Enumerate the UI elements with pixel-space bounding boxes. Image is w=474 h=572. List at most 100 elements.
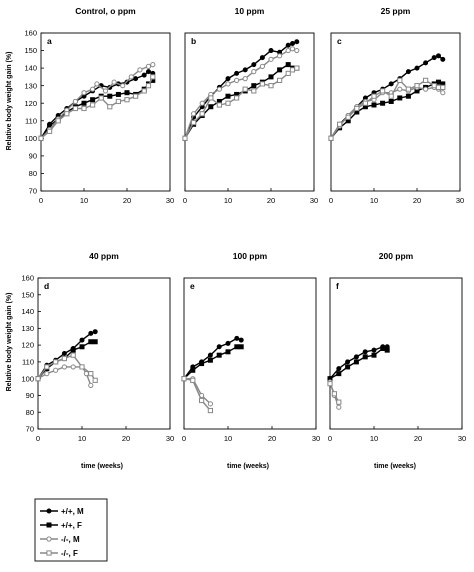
data-point [199, 361, 205, 367]
data-point [141, 72, 147, 78]
panel-b: 10 ppm b 0 10 20 30 [182, 6, 318, 205]
panel-letter-e: e [190, 281, 195, 291]
legend-marker [46, 536, 52, 542]
x-tick-label: 10 [224, 434, 232, 443]
data-point [336, 399, 342, 405]
data-point [238, 344, 244, 350]
data-point [90, 86, 96, 92]
data-point [268, 83, 274, 89]
data-point [98, 95, 104, 101]
data-point [242, 86, 248, 92]
data-point [94, 81, 100, 87]
panel-frame-e [183, 277, 317, 430]
data-point [35, 376, 41, 382]
data-point [72, 105, 79, 112]
panel-c: 25 ppm c 0 10 20 30 [328, 6, 464, 205]
x-tick-label: 10 [370, 196, 378, 205]
legend-entry: -/-, F [40, 549, 78, 558]
series-line [183, 346, 242, 380]
y-tick-label: 130 [21, 324, 34, 333]
data-point [115, 98, 122, 105]
data-point [38, 135, 44, 141]
data-point [55, 118, 61, 124]
data-point [207, 357, 213, 363]
data-point [44, 371, 50, 377]
data-point [64, 111, 70, 117]
panel-frame-f [329, 277, 463, 430]
panel-frame-b [184, 32, 315, 192]
data-point [289, 46, 296, 52]
data-point [150, 62, 156, 68]
panel-frame-c [330, 32, 461, 192]
data-point [88, 371, 94, 377]
series-line [330, 86, 444, 139]
x-tick-label: 20 [122, 434, 130, 443]
data-point [397, 86, 403, 92]
data-point [92, 339, 98, 345]
data-point [353, 359, 359, 365]
data-point [238, 337, 244, 343]
panel-letter-d: d [44, 281, 49, 291]
data-point [234, 344, 240, 350]
panel-title-d: 40 ppm [89, 251, 119, 261]
data-point [44, 364, 50, 370]
x-tick-label: 30 [166, 434, 174, 443]
panel-title-f: 200 ppm [379, 251, 414, 261]
series-line [184, 378, 211, 405]
x-tick-label: 10 [80, 196, 88, 205]
data-point [181, 376, 187, 382]
data-point [199, 100, 205, 106]
data-point [72, 98, 79, 105]
data-point [90, 102, 96, 108]
data-point [362, 349, 368, 355]
data-point [79, 364, 85, 370]
data-point [440, 84, 446, 91]
data-point [388, 98, 394, 104]
data-point [88, 382, 94, 388]
data-point [133, 93, 139, 99]
data-point [414, 83, 420, 89]
series-f [327, 345, 390, 382]
x-tick-label: 30 [458, 434, 466, 443]
data-point [216, 86, 222, 92]
data-point [128, 74, 134, 80]
data-point [102, 88, 109, 94]
legend-entry: +/+, M [40, 507, 84, 516]
data-point [294, 47, 300, 54]
data-point [92, 377, 98, 383]
legend-entry: -/-, M [40, 535, 80, 544]
y-tick-label: 100 [21, 374, 34, 383]
x-tick-label: 0 [182, 434, 186, 443]
data-point [216, 344, 222, 350]
x-tick-label: 0 [329, 196, 333, 205]
data-point [327, 381, 333, 387]
data-point [124, 97, 130, 103]
x-tick-label: 20 [413, 196, 421, 205]
data-point [242, 76, 248, 82]
data-point [251, 62, 257, 68]
data-point [423, 86, 429, 92]
data-point [53, 367, 59, 373]
y-tick-label: 110 [25, 116, 37, 125]
data-point [111, 79, 117, 85]
y-axis-label-top: Relative body weight gain (%) [6, 52, 13, 151]
data-point [191, 111, 197, 117]
y-tick-label: 100 [24, 134, 37, 143]
data-point [285, 42, 291, 48]
data-point [145, 69, 151, 75]
data-point [70, 347, 76, 353]
data-point [285, 47, 291, 54]
data-point [440, 90, 446, 96]
data-point [294, 39, 300, 45]
data-point [380, 345, 386, 351]
data-point [388, 81, 394, 87]
panel-d: 40 ppm d 0 10 20 30 70 80 90 100 110 120 130 140 150 16… [21, 251, 174, 443]
data-point [337, 121, 343, 127]
legend-marker [46, 522, 52, 528]
series-a [38, 74, 156, 141]
data-point [277, 67, 283, 73]
x-tick-label: 10 [78, 434, 86, 443]
data-point [225, 100, 231, 106]
y-tick-label: 120 [24, 99, 37, 108]
data-point [259, 81, 265, 87]
